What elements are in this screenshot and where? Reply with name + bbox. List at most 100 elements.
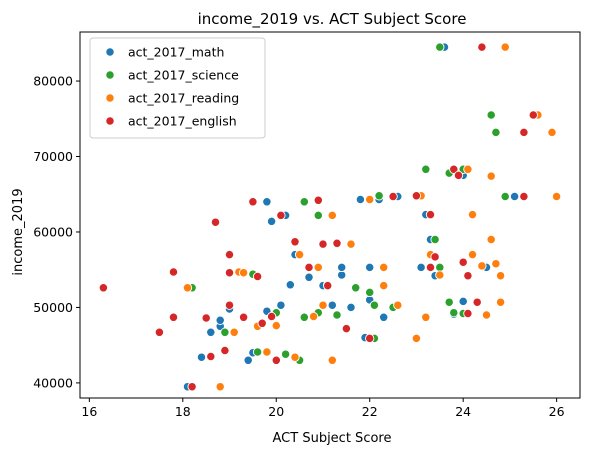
x-axis-label: ACT Subject Score <box>273 431 392 446</box>
data-point <box>244 356 252 364</box>
data-point <box>342 324 350 332</box>
data-point <box>501 192 509 200</box>
legend-label: act_2017_english <box>128 114 237 129</box>
data-point <box>450 309 458 317</box>
data-point <box>552 192 560 200</box>
data-point <box>277 211 285 219</box>
data-point <box>426 263 434 271</box>
data-point <box>328 211 336 219</box>
data-point <box>291 238 299 246</box>
data-point <box>249 198 257 206</box>
data-point <box>487 111 495 119</box>
data-point <box>366 288 374 296</box>
data-point <box>333 311 341 319</box>
legend-label: act_2017_science <box>128 68 239 83</box>
data-point <box>188 383 196 391</box>
data-point <box>239 269 247 277</box>
data-point <box>305 263 313 271</box>
data-point <box>281 350 289 358</box>
data-point <box>207 352 215 360</box>
data-point <box>492 260 500 268</box>
data-point <box>389 192 397 200</box>
legend-marker <box>106 48 114 56</box>
data-point <box>197 353 205 361</box>
x-tick-label: 26 <box>549 404 565 419</box>
data-point <box>216 316 224 324</box>
data-point <box>300 313 308 321</box>
data-point <box>454 171 462 179</box>
data-point <box>496 272 504 280</box>
data-point <box>99 284 107 292</box>
y-axis-label: income_2019 <box>11 188 26 275</box>
data-point <box>211 218 219 226</box>
data-point <box>501 43 509 51</box>
data-point <box>431 253 439 261</box>
data-point <box>487 235 495 243</box>
data-point <box>239 313 247 321</box>
data-point <box>487 172 495 180</box>
data-point <box>207 328 215 336</box>
data-point <box>412 192 420 200</box>
data-point <box>548 128 556 136</box>
data-point <box>333 239 341 247</box>
data-point <box>464 272 472 280</box>
data-point <box>267 217 275 225</box>
data-point <box>478 43 486 51</box>
data-point <box>253 272 261 280</box>
data-point <box>394 301 402 309</box>
data-point <box>272 356 280 364</box>
data-point <box>225 301 233 309</box>
data-point <box>492 128 500 136</box>
data-point <box>155 328 163 336</box>
data-point <box>464 309 472 317</box>
x-tick-label: 20 <box>268 404 284 419</box>
data-point <box>295 250 303 258</box>
x-tick-label: 16 <box>81 404 97 419</box>
data-point <box>496 298 504 306</box>
data-point <box>291 353 299 361</box>
y-tick-label: 60000 <box>33 224 73 239</box>
data-point <box>263 198 271 206</box>
data-point <box>366 263 374 271</box>
data-point <box>380 263 388 271</box>
data-point <box>366 334 374 342</box>
data-point <box>464 165 472 173</box>
data-point <box>380 313 388 321</box>
data-point <box>230 328 238 336</box>
data-point <box>286 281 294 289</box>
data-point <box>468 210 476 218</box>
data-point <box>216 383 224 391</box>
x-tick-label: 22 <box>362 404 378 419</box>
data-point <box>482 311 490 319</box>
data-point <box>305 273 313 281</box>
data-point <box>468 250 476 258</box>
data-point <box>221 328 229 336</box>
data-point <box>258 319 266 327</box>
data-point <box>422 165 430 173</box>
data-point <box>253 348 261 356</box>
data-point <box>225 269 233 277</box>
data-point <box>267 312 275 320</box>
y-tick-label: 50000 <box>33 300 73 315</box>
data-point <box>473 298 481 306</box>
data-point <box>314 263 322 271</box>
data-point <box>314 196 322 204</box>
data-point <box>169 268 177 276</box>
data-point <box>436 271 444 279</box>
chart-title: income_2019 vs. ACT Subject Score <box>198 10 467 29</box>
legend: act_2017_mathact_2017_scienceact_2017_re… <box>90 38 265 138</box>
data-point <box>347 303 355 311</box>
data-point <box>347 240 355 248</box>
data-point <box>417 263 425 271</box>
data-point <box>520 128 528 136</box>
data-point <box>375 192 383 200</box>
data-point <box>370 301 378 309</box>
legend-marker <box>106 117 114 125</box>
x-tick-label: 24 <box>455 404 471 419</box>
data-point <box>366 195 374 203</box>
data-point <box>412 334 420 342</box>
data-point <box>380 281 388 289</box>
data-point <box>529 111 537 119</box>
